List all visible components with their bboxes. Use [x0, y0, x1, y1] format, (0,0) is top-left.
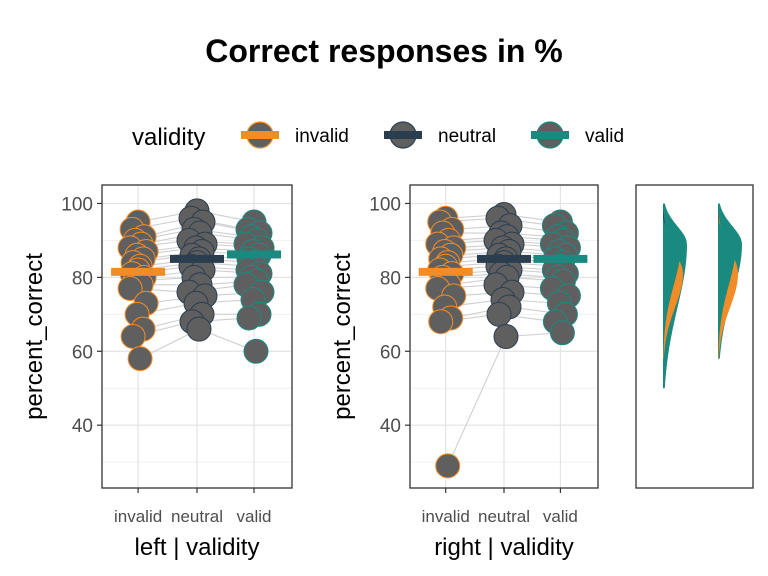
data-point [549, 320, 575, 346]
mean-bar [533, 254, 588, 263]
legend-item-valid: valid [531, 121, 624, 149]
x-tick-label: invalid [114, 507, 162, 526]
x-tick-label: valid [543, 507, 578, 526]
data-point [127, 346, 153, 372]
y-tick-label: 80 [72, 268, 93, 289]
data-point [243, 338, 269, 364]
y-tick-label: 80 [380, 268, 401, 289]
mean-bar [227, 250, 281, 259]
data-point [435, 453, 461, 479]
y-tick-label: 60 [72, 342, 93, 363]
y-tick-label: 40 [72, 416, 93, 437]
legend-title: validity [132, 124, 205, 151]
x-axis-label: left | validity [135, 534, 260, 561]
x-tick-label: valid [237, 507, 272, 526]
mean-bar [170, 254, 224, 263]
legend-item-neutral: neutral [384, 121, 496, 149]
data-point [493, 324, 519, 349]
y-tick-label: 100 [61, 194, 93, 215]
legend-key-bar [384, 131, 422, 139]
mean-bar [111, 267, 166, 276]
density-valid-top-right [718, 218, 736, 359]
panel-left: 40 60 80 100 invalid neutral valid left | valid… [21, 184, 293, 561]
mean-bar [418, 267, 473, 276]
chart-title: Correct responses in % [205, 33, 562, 69]
mean-bar [477, 254, 531, 263]
data-point [120, 324, 146, 349]
plot-panels: 40 60 80 100 invalid neutral valid left | valid… [21, 184, 754, 561]
y-tick-label: 100 [369, 194, 401, 215]
data-point [428, 309, 454, 335]
y-axis-label: percent_correct [329, 253, 356, 420]
legend-label: neutral [438, 126, 496, 147]
y-tick-label: 60 [380, 342, 401, 363]
legend-label: invalid [295, 126, 349, 147]
x-tick-label: neutral [478, 507, 530, 526]
data-point [486, 301, 512, 327]
legend: validity invalid neutral valid [132, 121, 624, 151]
data-point [186, 316, 212, 342]
legend-item-invalid: invalid [241, 121, 349, 149]
x-axis-label: right | validity [434, 534, 574, 561]
panel-density [635, 184, 754, 489]
panel-border [635, 184, 754, 489]
legend-label: valid [585, 126, 624, 147]
density-valid-top-left [663, 218, 681, 359]
y-tick-label: 40 [380, 416, 401, 437]
y-axis-label: percent_correct [21, 253, 48, 420]
data-point [117, 275, 143, 301]
x-tick-label: invalid [422, 507, 470, 526]
x-tick-label: neutral [171, 507, 223, 526]
data-point [236, 305, 262, 331]
panel-right: 40 60 80 100 invalid neutral valid right | vali… [329, 184, 599, 561]
legend-key-bar [241, 131, 279, 139]
legend-key-bar [531, 131, 569, 139]
